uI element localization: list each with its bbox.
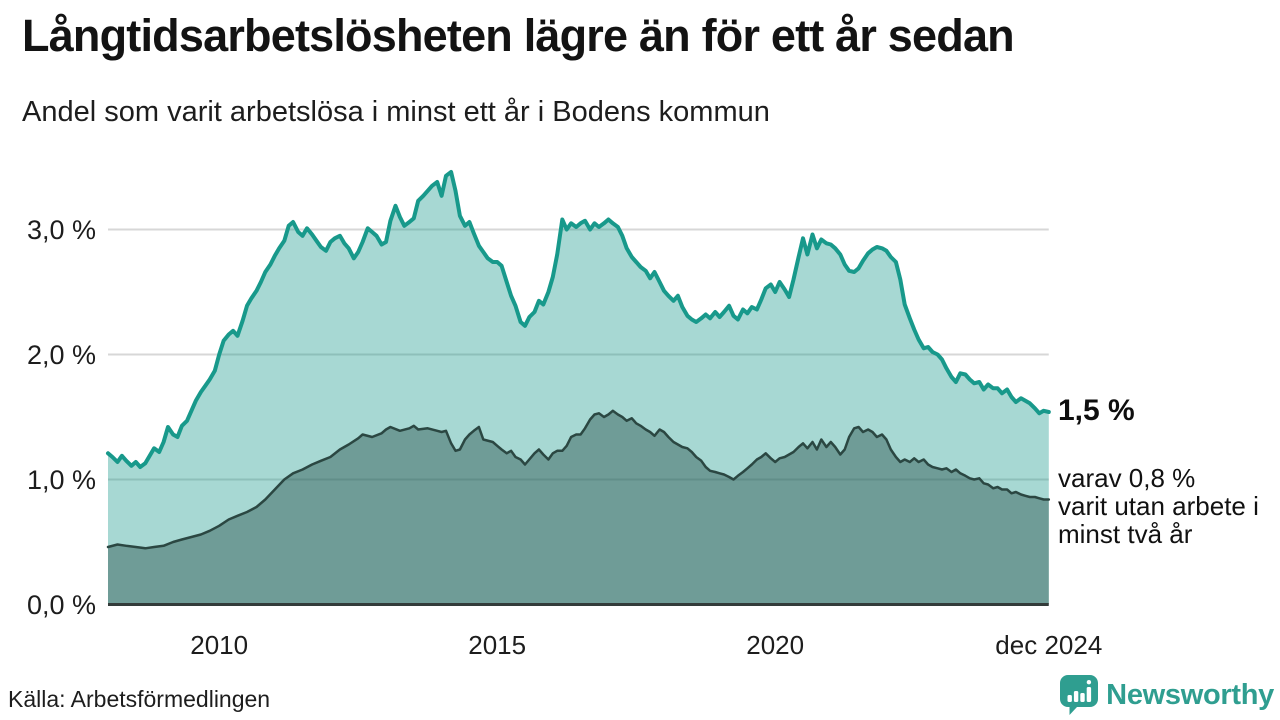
newsworthy-bubble-chart-icon	[1060, 675, 1099, 715]
area-series-0	[108, 172, 1049, 605]
x-tick-label-3: dec 2024	[995, 630, 1103, 660]
x-tick-label-2: 2020	[746, 630, 805, 660]
x-tick-label-0: 2010	[190, 630, 249, 660]
annotation-line-3: minst två år	[1058, 519, 1193, 549]
page-subtitle: Andel som varit arbetslösa i minst ett å…	[22, 96, 770, 128]
area-series-1	[108, 410, 1049, 605]
y-tick-label-0: 0,0 %	[26, 589, 96, 620]
y-tick-label-2: 2,0 %	[26, 339, 96, 370]
newsworthy-wordmark: Newsworthy	[1106, 678, 1274, 711]
newsworthy-logo: Newsworthy	[1059, 674, 1274, 716]
annotation-line-1: varav 0,8 %	[1058, 463, 1196, 493]
x-tick-label-1: 2015	[468, 630, 527, 660]
line-series-0	[106, 170, 1051, 469]
end-value-label: 1,5 %	[1058, 394, 1135, 427]
end-value-annotation: varav 0,8 % varit utan arbete i minst tv…	[1058, 464, 1259, 548]
annotation-line-2: varit utan arbete i	[1058, 491, 1259, 521]
line-series-1	[106, 409, 1051, 550]
y-tick-label-1: 1,0 %	[26, 464, 96, 495]
page-title: Långtidsarbetslösheten lägre än för ett …	[22, 10, 1015, 61]
y-tick-label-3: 3,0 %	[26, 214, 96, 245]
source-credit: Källa: Arbetsförmedlingen	[8, 686, 271, 712]
